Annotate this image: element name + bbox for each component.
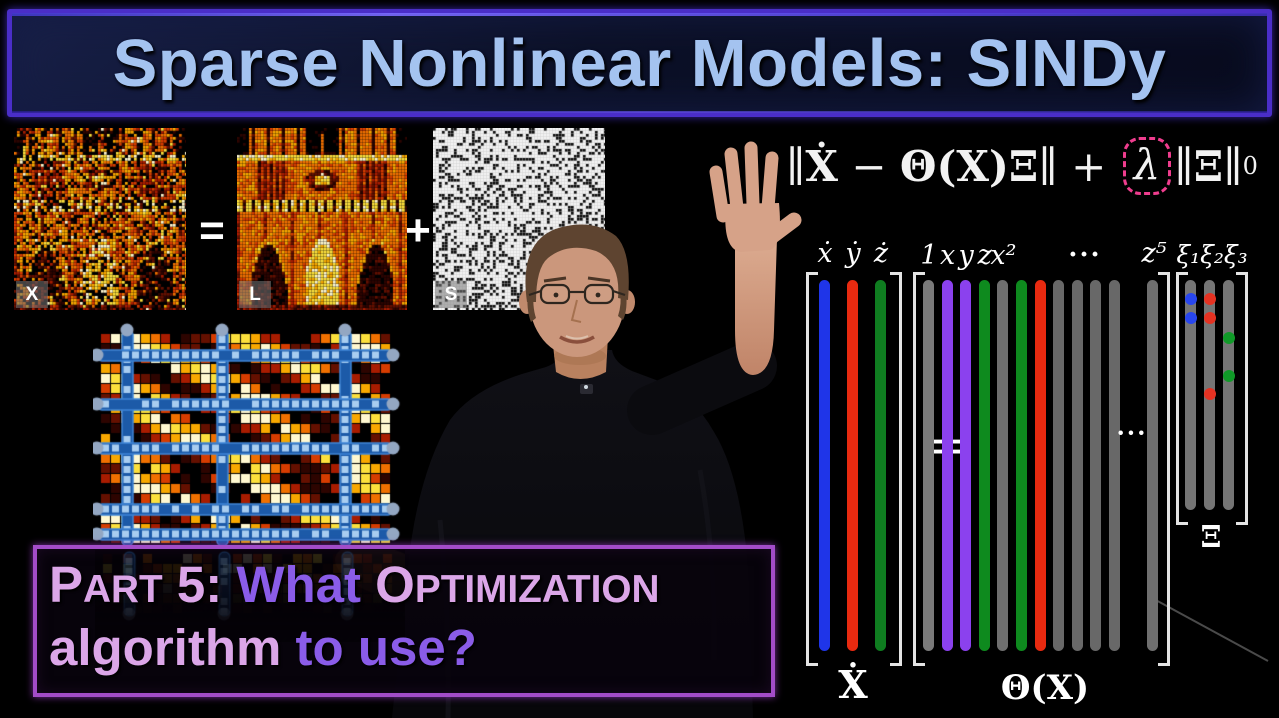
glasses [528, 283, 626, 305]
matrix-image-x: X [14, 128, 186, 310]
sindy-loss-equation: ∥ Ẋ − Θ(X)Ξ ∥ + λ ∥ Ξ ∥ 0 [786, 128, 1272, 204]
label-s: S [435, 281, 467, 308]
presenter-face [529, 239, 625, 357]
lambda-highlight-box: λ [1122, 137, 1172, 195]
banner-top-glow [12, 13, 1267, 16]
xi-bracket-right [1236, 272, 1248, 525]
theta-last-label: z⁵ [1141, 238, 1167, 269]
video-title: Sparse Nonlinear Models: SINDy [112, 25, 1167, 101]
label-l: L [239, 281, 271, 308]
lowrank-image-canvas [237, 128, 407, 310]
equals-operator: = [199, 206, 225, 255]
xdot-column-ż [875, 280, 886, 651]
equation-token: ∥ + [1038, 141, 1120, 191]
title-banner: Sparse Nonlinear Models: SINDy [7, 9, 1272, 117]
theta-column-0 [923, 280, 934, 651]
theta-column-10 [1109, 280, 1120, 651]
equation-token: ∥ [1223, 141, 1243, 191]
norm-subscript: 0 [1242, 152, 1258, 180]
noisy-image-canvas [14, 128, 186, 310]
theta-column-2 [960, 280, 972, 651]
theta-column-9 [1090, 280, 1102, 651]
equation-token: Ξ [1193, 141, 1224, 191]
xi-coefficient-dot [1203, 388, 1216, 400]
theta-column-4 [997, 280, 1009, 651]
theta-column-6 [1034, 280, 1046, 651]
xi-coefficient-dot [1222, 370, 1235, 382]
equation-token: − [838, 141, 900, 191]
presenter-sleeve [627, 341, 777, 435]
label-x: X [16, 281, 48, 308]
presenter-forearm [735, 238, 777, 375]
equation-token: ∥ [786, 141, 806, 191]
theta-col-label: x² [990, 240, 1017, 271]
equation-token: ∥ [1174, 141, 1194, 191]
xi-column-1 [1185, 280, 1196, 510]
xi-column-3 [1223, 280, 1234, 510]
theta-bracket-left [913, 272, 925, 666]
mic-cable [1151, 597, 1269, 662]
equation-token: Θ(X)Ξ [899, 141, 1039, 191]
xi-coefficient-dot [1184, 312, 1197, 324]
plus-operator: + [405, 206, 431, 255]
xi-matrix-label: Ξ [1200, 520, 1222, 555]
matrix-reflection [95, 550, 405, 642]
theta-col-label: 1 [920, 240, 938, 271]
xdot-column-ẋ [819, 280, 830, 651]
theta-column-7 [1053, 280, 1065, 651]
xi-coefficient-dot [1184, 293, 1197, 305]
xi-bracket-left [1176, 272, 1188, 525]
theta-mid-dots: ··· [1116, 418, 1148, 447]
equation-token: Ẋ [805, 141, 838, 191]
xdot-col-label: ż [873, 238, 889, 269]
presenter-hair [525, 224, 629, 302]
xi-coefficient-dot [1222, 332, 1235, 344]
theta-col-label: y [958, 240, 974, 271]
theta-bracket-right [1158, 272, 1170, 666]
theta-column-8 [1071, 280, 1083, 651]
theta-matrix-label: Θ(X) [1000, 668, 1090, 708]
theta-col-label: x [939, 240, 956, 271]
theta-column-5 [1016, 280, 1027, 651]
xdot-col-label: ẋ [817, 238, 833, 269]
theta-top-dots: ··· [1068, 240, 1102, 270]
xdot-matrix-label: Ẋ [838, 662, 868, 707]
theta-col-label: z [977, 240, 992, 271]
matrix-image-l: L [237, 128, 407, 310]
xdot-bracket-right [890, 272, 902, 666]
banner-bottom-glow [12, 111, 1267, 113]
xi-col-labels: ξ₁ξ₂ξ₃ [1176, 240, 1248, 269]
xi-coefficient-dot [1203, 312, 1216, 324]
xi-coefficient-dot [1203, 293, 1216, 305]
xdot-bracket-left [806, 272, 818, 666]
xdot-col-label: ẏ [845, 238, 861, 269]
lavalier-mic [580, 384, 593, 394]
theta-column-1 [941, 280, 953, 651]
xdot-column-ẏ [847, 280, 858, 651]
theta-column-last [1147, 280, 1158, 651]
theta-column-3 [978, 280, 990, 651]
sampled-matrix-graphic [93, 322, 403, 548]
